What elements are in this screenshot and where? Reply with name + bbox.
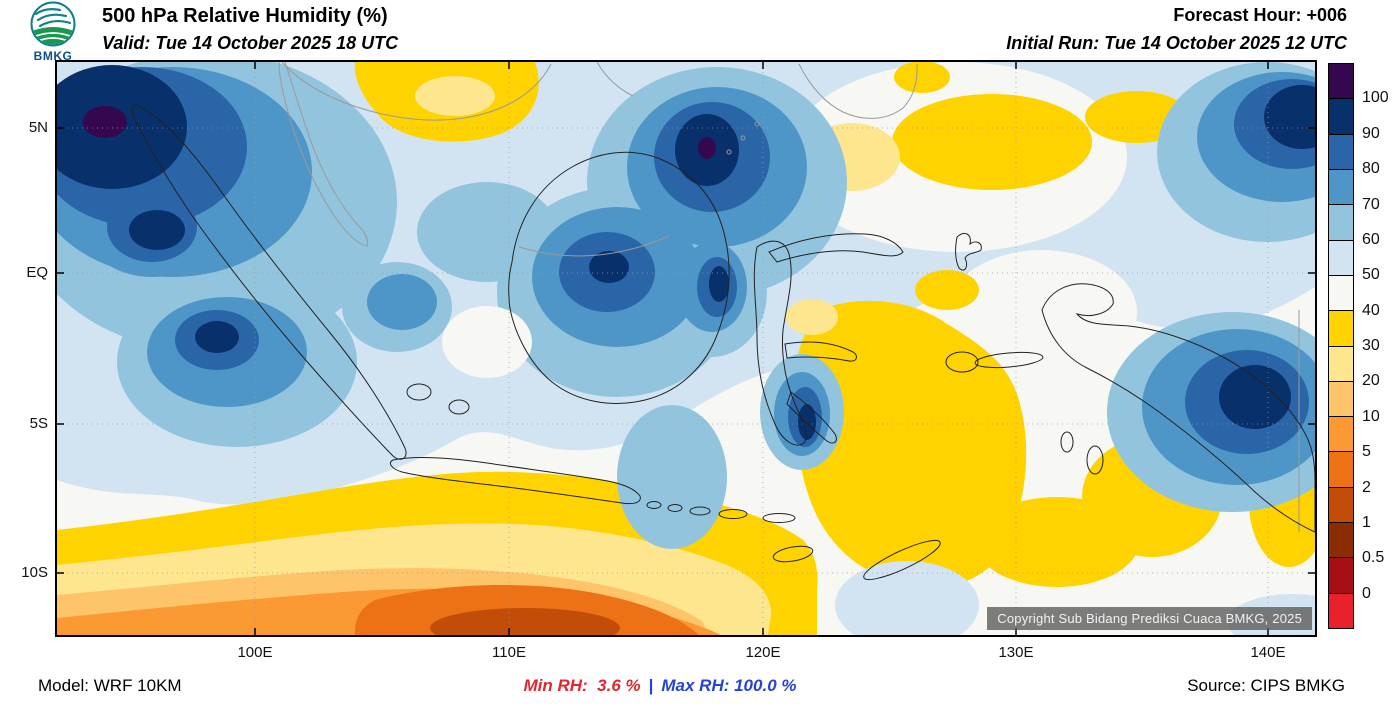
lon-label-100e: 100E — [237, 644, 273, 661]
bmkg-logo-icon — [30, 1, 76, 47]
minmax-separator: | — [648, 676, 654, 695]
colorbar-swatch — [1329, 275, 1353, 312]
colorbar-tick-label: 0.5 — [1362, 549, 1385, 567]
colorbar-swatch — [1329, 452, 1353, 488]
colorbar-swatch — [1329, 64, 1353, 100]
foreign-coastlines — [278, 62, 1300, 532]
axis-ticks — [57, 62, 1315, 635]
colorbar-swatch — [1329, 417, 1353, 453]
colorbar-tick-label: 1 — [1362, 513, 1371, 531]
colorbar-swatch — [1329, 523, 1353, 559]
colorbar-swatch — [1329, 593, 1353, 628]
valid-time: Valid: Tue 14 October 2025 18 UTC — [102, 33, 399, 53]
colorbar-swatch — [1329, 487, 1353, 524]
colorbar-tick-label: 90 — [1362, 124, 1380, 142]
colorbar-swatch — [1329, 558, 1353, 594]
colorbar-tick-label: 5 — [1362, 443, 1371, 461]
colorbar-ticks: 100 90 80 70 60 50 40 30 20 10 5 2 1 0.5 0 — [1362, 63, 1400, 629]
colorbar-tick-label: 40 — [1362, 301, 1380, 319]
lon-label-130e: 130E — [998, 644, 1034, 661]
copyright-overlay: Copyright Sub Bidang Prediksi Cuaca BMKG… — [987, 607, 1312, 630]
minmax-line: Min RH: 3.6 % | Max RH: 100.0 % — [0, 676, 1320, 696]
colorbar-tick-label: 60 — [1362, 230, 1380, 248]
colorbar-swatch — [1329, 134, 1353, 170]
colorbar-tick-label: 2 — [1362, 478, 1371, 496]
colorbar-tick-label: 30 — [1362, 337, 1380, 354]
min-rh-label: Min RH: 3.6 % — [523, 676, 641, 695]
coastlines — [131, 104, 1315, 581]
model-label: Model: WRF 10KM — [38, 676, 182, 695]
colorbar-tick-label: 10 — [1362, 407, 1380, 425]
colorbar-tick-label: 0 — [1362, 584, 1371, 602]
colorbar-swatch — [1329, 169, 1353, 206]
colorbar-swatch — [1329, 205, 1353, 241]
lat-label-5n: 5N — [28, 119, 48, 136]
lat-label-10s: 10S — [21, 564, 48, 581]
initial-run: Initial Run: Tue 14 October 2025 12 UTC — [1006, 33, 1347, 53]
colorbar-tick-label: 100 — [1362, 89, 1389, 107]
lon-label-110e: 110E — [492, 644, 526, 661]
colorbar-tick-label: 20 — [1362, 372, 1380, 390]
colorbar-tick-label: 70 — [1362, 195, 1380, 213]
lon-label-140e: 140E — [1250, 644, 1286, 661]
colorbar-swatch — [1329, 311, 1353, 347]
lat-label-eq: EQ — [26, 264, 48, 281]
page-title: 500 hPa Relative Humidity (%) — [102, 5, 388, 27]
source-label: Source: CIPS BMKG — [1187, 676, 1345, 695]
colorbar-swatch — [1329, 346, 1353, 382]
lat-label-5s: 5S — [29, 415, 48, 432]
rh-field — [57, 62, 1315, 635]
colorbar-tick-label: 50 — [1362, 266, 1380, 284]
colorbar-swatch — [1329, 240, 1353, 276]
humidity-map-svg — [57, 62, 1315, 635]
gridlines — [57, 62, 1315, 635]
colorbar-swatch — [1329, 381, 1353, 418]
bmkg-logo-label: BMKG — [33, 49, 73, 63]
bmkg-logo: BMKG — [14, 1, 92, 63]
colorbar-swatches — [1328, 63, 1354, 629]
colorbar-swatch — [1329, 99, 1353, 135]
forecast-hour: Forecast Hour: +006 — [1173, 5, 1347, 25]
run-info: Forecast Hour: +006 Initial Run: Tue 14 … — [1006, 5, 1347, 54]
map-frame: Copyright Sub Bidang Prediksi Cuaca BMKG… — [55, 60, 1317, 637]
lon-label-120e: 120E — [745, 644, 781, 661]
max-rh-label: Max RH: 100.0 % — [661, 676, 797, 695]
colorbar-tick-label: 80 — [1362, 160, 1380, 178]
